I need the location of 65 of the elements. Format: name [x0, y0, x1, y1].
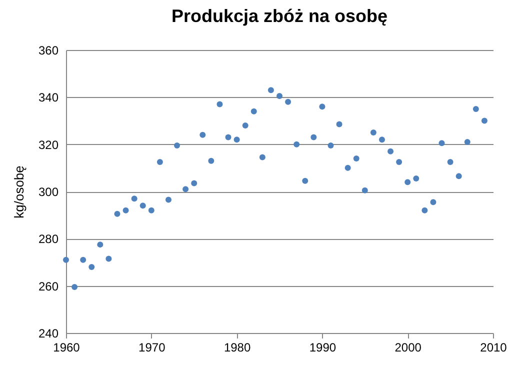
point: [481, 118, 488, 124]
x-tick-label: 1980: [224, 340, 251, 354]
point: [225, 134, 232, 140]
point: [319, 104, 326, 110]
point: [336, 121, 342, 128]
point: [353, 155, 360, 162]
point: [310, 134, 317, 140]
y-tick-label: 260: [38, 279, 59, 294]
y-axis-title: kg/osobę: [11, 166, 26, 218]
point: [140, 202, 146, 209]
x-tick-label: 2010: [480, 340, 508, 354]
point: [302, 178, 308, 184]
x-tick-label: 1990: [309, 340, 336, 354]
point: [122, 207, 129, 214]
point: [200, 132, 206, 138]
y-tick-label: 300: [38, 185, 59, 199]
point: [250, 108, 257, 114]
point: [216, 101, 223, 108]
point: [63, 256, 69, 263]
point: [464, 138, 470, 145]
x-tick-label: 1960: [53, 340, 80, 354]
point: [242, 122, 248, 128]
point: [268, 87, 274, 94]
x-tick-label: 2000: [394, 340, 422, 354]
point: [114, 210, 120, 217]
point: [156, 159, 163, 166]
point: [396, 159, 402, 166]
x-tick-label: 1970: [138, 340, 166, 354]
point: [447, 159, 454, 166]
point: [72, 284, 78, 290]
point: [344, 164, 351, 171]
point: [413, 176, 420, 182]
y-tick-label: 280: [38, 232, 59, 246]
point: [259, 154, 266, 160]
point: [174, 142, 180, 149]
y-tick-label: 340: [38, 90, 59, 105]
point: [362, 187, 368, 194]
point: [422, 207, 428, 214]
point: [438, 140, 445, 146]
y-tick-label: 240: [38, 326, 59, 340]
point: [208, 158, 214, 164]
point: [234, 136, 240, 143]
point: [191, 180, 198, 186]
y-tick-label: 360: [38, 44, 59, 58]
point: [430, 199, 436, 206]
point: [276, 92, 282, 99]
point: [148, 207, 154, 214]
point: [294, 141, 300, 148]
point: [80, 256, 86, 263]
point: [328, 142, 334, 149]
point: [106, 256, 112, 262]
point: [370, 130, 376, 136]
point: [97, 242, 104, 248]
point: [165, 196, 172, 203]
chart-title: Produkcja zbóż na osobę: [171, 6, 388, 26]
point: [88, 264, 95, 270]
point: [388, 148, 394, 154]
point: [131, 196, 138, 202]
point: [404, 179, 411, 186]
point: [472, 106, 479, 112]
y-tick-label: 320: [38, 138, 59, 152]
point: [456, 173, 462, 180]
point: [285, 98, 292, 105]
point: [378, 136, 385, 143]
point: [182, 186, 189, 192]
